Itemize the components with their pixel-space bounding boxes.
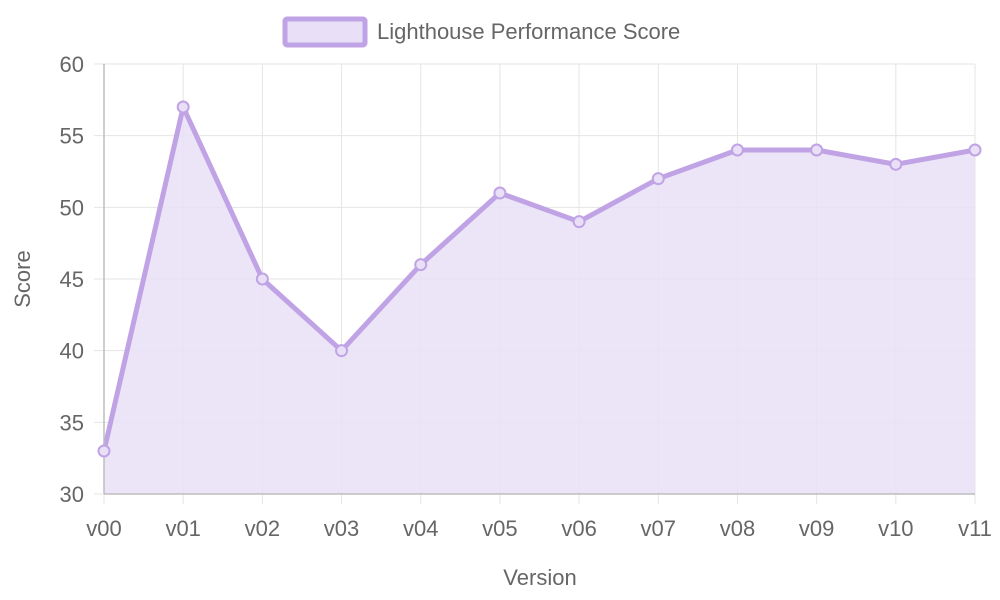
axes xyxy=(103,64,975,495)
data-point[interactable] xyxy=(810,143,824,157)
y-tick-label: 50 xyxy=(60,195,84,220)
data-point[interactable] xyxy=(730,143,744,157)
data-point[interactable] xyxy=(176,100,190,114)
x-axis-title: Version xyxy=(503,565,576,590)
y-tick-label: 45 xyxy=(60,267,84,292)
x-tick-label: v09 xyxy=(799,516,834,541)
x-tick-label: v10 xyxy=(878,516,913,541)
x-tick-label: v05 xyxy=(482,516,517,541)
x-tick-label: v08 xyxy=(720,516,755,541)
series-area-fill xyxy=(104,107,975,494)
x-tick-label: v03 xyxy=(324,516,359,541)
legend[interactable]: Lighthouse Performance Score xyxy=(282,16,680,48)
data-point[interactable] xyxy=(889,157,903,171)
data-point[interactable] xyxy=(968,143,982,157)
area-layer xyxy=(101,104,978,494)
data-point[interactable] xyxy=(335,344,349,358)
data-point[interactable] xyxy=(255,272,269,286)
x-tick-label: v07 xyxy=(641,516,676,541)
y-axis-title: Score xyxy=(10,250,35,307)
x-tick-label: v06 xyxy=(561,516,596,541)
data-point[interactable] xyxy=(414,258,428,272)
x-tick-label: v01 xyxy=(165,516,200,541)
y-tick-label: 55 xyxy=(60,124,84,149)
data-point[interactable] xyxy=(97,444,111,458)
x-tick-label: v04 xyxy=(403,516,438,541)
series-line xyxy=(101,104,978,454)
y-tick-label: 60 xyxy=(60,52,84,77)
x-tick-label: v11 xyxy=(958,516,992,541)
legend-label[interactable]: Lighthouse Performance Score xyxy=(377,19,680,44)
y-tick-labels: 30 35 40 45 50 55 60 xyxy=(60,52,84,507)
x-tick-label: v00 xyxy=(86,516,121,541)
y-tick-label: 35 xyxy=(60,410,84,435)
data-point[interactable] xyxy=(651,172,665,186)
data-point[interactable] xyxy=(493,186,507,200)
x-tick-labels: v00 v01 v02 v03 v04 v05 v06 v07 v08 v09 v10 v11 xyxy=(86,516,992,541)
x-tick-label: v02 xyxy=(245,516,280,541)
y-tick-label: 40 xyxy=(60,339,84,364)
data-point[interactable] xyxy=(572,215,586,229)
legend-swatch[interactable] xyxy=(282,16,368,48)
data-points xyxy=(97,100,982,458)
y-tick-label: 30 xyxy=(60,482,84,507)
